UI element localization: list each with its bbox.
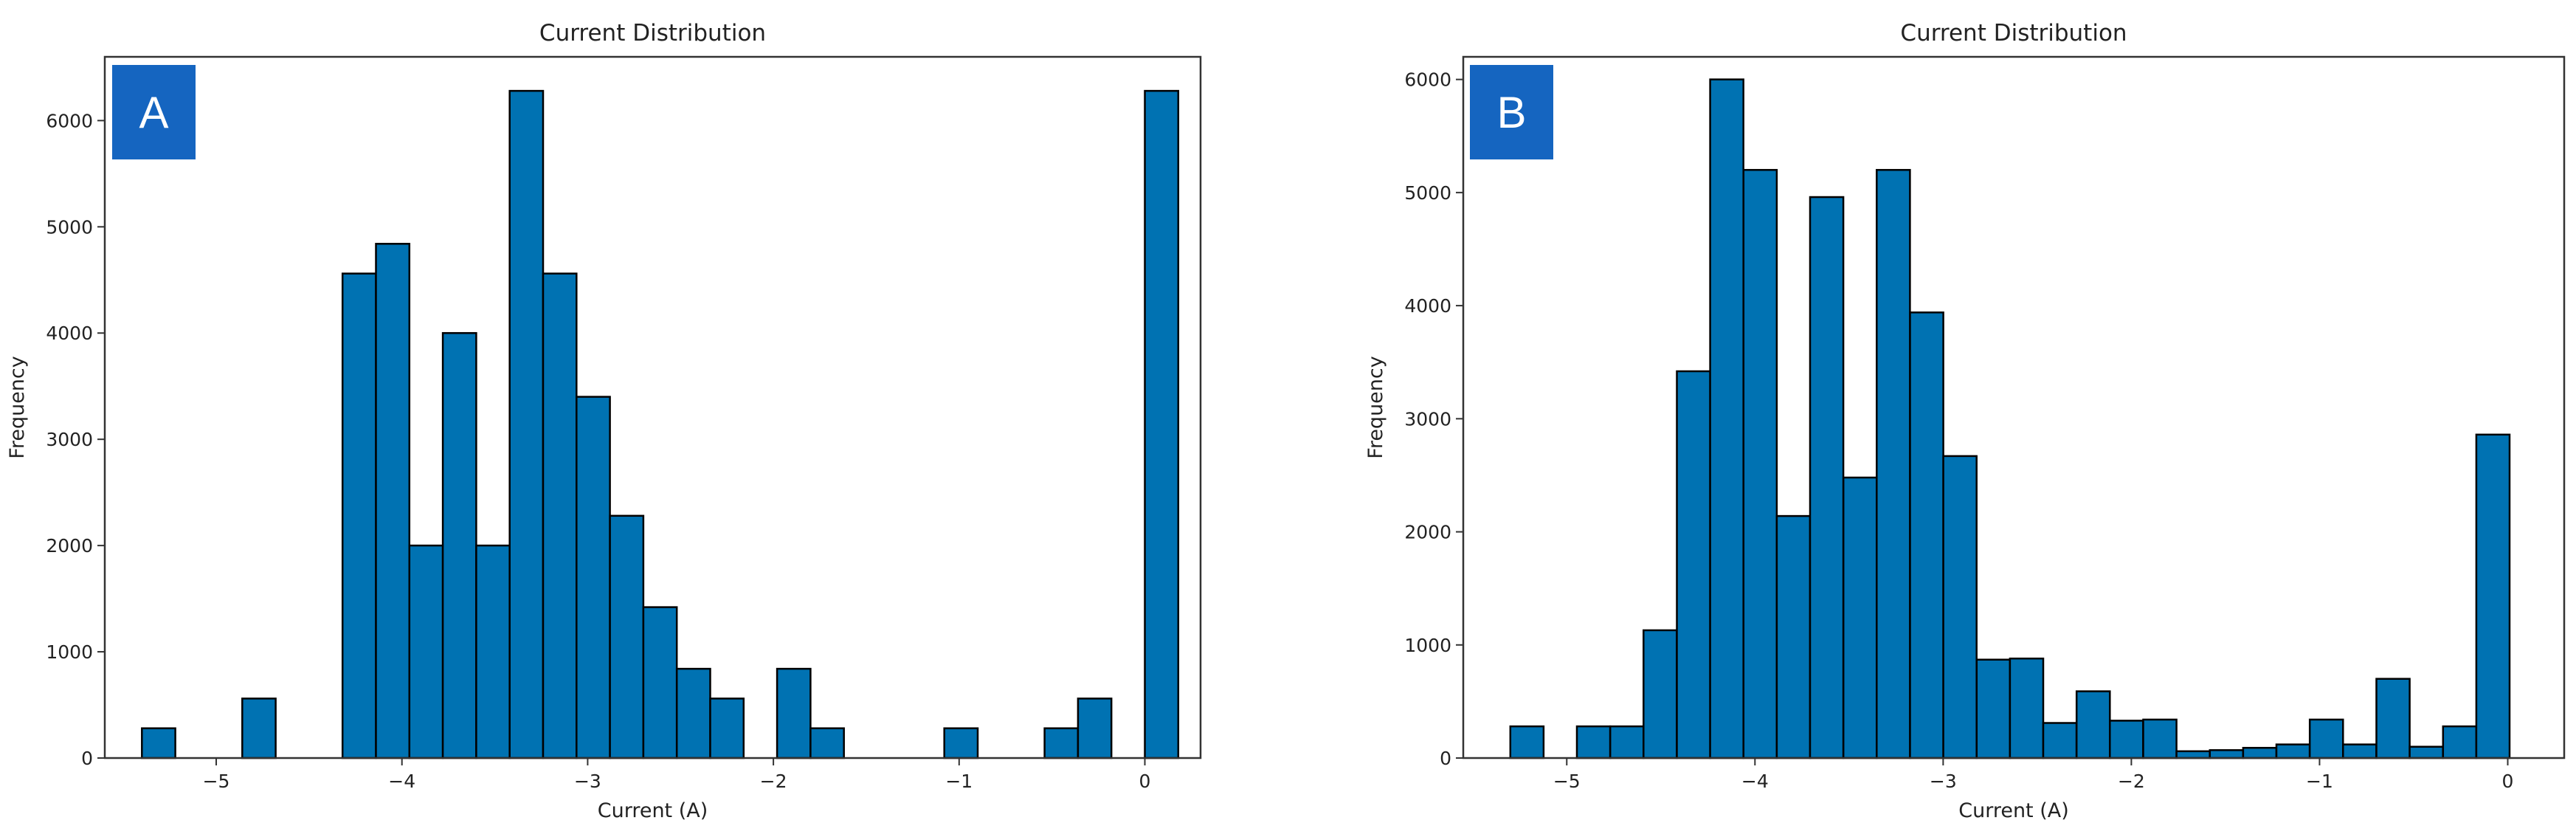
histogram-bar	[1842, 476, 1878, 760]
x-tick-label: −2	[760, 771, 787, 792]
histogram-bar	[141, 727, 176, 760]
y-tick-label: 3000	[46, 429, 93, 450]
y-tick-label: 6000	[1404, 69, 1451, 91]
x-tick-label: 0	[2502, 771, 2514, 792]
histogram-bar	[441, 331, 477, 760]
histogram-bar	[1909, 311, 1944, 760]
y-axis-label: Frequency	[1364, 356, 1387, 459]
histogram-bar	[1643, 629, 1678, 760]
x-tick-label: 0	[1139, 771, 1151, 792]
histogram-bar	[1742, 168, 1778, 760]
x-axis-label: Current (A)	[598, 799, 708, 822]
x-tick-label: −3	[1930, 771, 1957, 792]
histogram-bar	[642, 606, 678, 760]
panel-badge	[1470, 65, 1553, 159]
plot-frame	[1462, 55, 2566, 760]
y-axis-label: Frequency	[6, 356, 29, 459]
histogram-bar	[2175, 750, 2211, 760]
x-tick-label: −4	[1741, 771, 1769, 792]
histogram-bar	[1709, 78, 1744, 760]
histogram-bar	[2308, 718, 2344, 760]
histogram-bar	[2408, 745, 2444, 760]
histogram-bar	[1077, 698, 1113, 760]
y-tick-label: 0	[1440, 748, 1451, 769]
chart-title: Current Distribution	[1900, 20, 2127, 46]
x-tick-label: −2	[2118, 771, 2145, 792]
x-tick-label: −5	[1553, 771, 1581, 792]
y-tick-label: 3000	[1404, 408, 1451, 430]
x-axis-label: Current (A)	[1958, 799, 2069, 822]
histogram-bar	[809, 727, 845, 760]
histogram-bar	[2342, 743, 2378, 760]
y-tick-label: 2000	[1404, 522, 1451, 543]
histogram-bar	[2375, 678, 2411, 760]
y-tick-label: 6000	[46, 110, 93, 131]
histogram-bar	[241, 698, 277, 760]
x-tick-label: −3	[574, 771, 601, 792]
histogram-bar	[2242, 746, 2278, 760]
histogram-bar	[508, 89, 545, 760]
histogram-bar	[709, 698, 745, 760]
histogram-bar	[1876, 168, 1911, 760]
histogram-bar	[375, 243, 411, 760]
histogram-bar	[776, 667, 812, 760]
y-tick-label: 1000	[46, 641, 93, 663]
y-tick-label: 5000	[1404, 182, 1451, 204]
histogram-bar	[1676, 370, 1711, 760]
panel-label: B	[1496, 88, 1526, 137]
histogram-bar	[475, 544, 511, 760]
histogram-bar	[1975, 658, 2012, 760]
histogram-bar	[1609, 725, 1645, 760]
histogram-bar	[2475, 433, 2511, 760]
y-tick-label: 5000	[46, 216, 93, 238]
y-tick-label: 4000	[46, 323, 93, 344]
histogram-bar	[1144, 89, 1180, 760]
histogram-bar	[542, 272, 578, 760]
histogram-bar	[2109, 720, 2144, 760]
histogram-bar	[1575, 725, 1612, 760]
x-tick-label: −1	[2306, 771, 2333, 792]
x-tick-label: −1	[945, 771, 973, 792]
panel-badge	[112, 65, 196, 159]
histogram-bar	[943, 727, 979, 760]
histogram-bar	[609, 514, 645, 760]
plot-frame	[103, 55, 1202, 760]
histogram-bar	[1809, 196, 1845, 760]
histogram-bar	[1509, 725, 1545, 760]
chart-title: Current Distribution	[539, 20, 766, 46]
histogram-bar	[1942, 455, 1978, 760]
histogram-bar	[2042, 722, 2078, 760]
histogram-bar	[2442, 725, 2478, 760]
panel-label: A	[139, 88, 168, 137]
histogram-bar	[2275, 743, 2311, 760]
histogram-bar	[1043, 727, 1080, 760]
y-tick-label: 2000	[46, 535, 93, 557]
histogram-bar	[576, 396, 611, 760]
y-tick-label: 0	[81, 748, 93, 769]
histogram-bar	[1775, 514, 1812, 760]
histogram-bar	[2009, 657, 2045, 760]
x-tick-label: −4	[388, 771, 415, 792]
histogram-bar	[2209, 749, 2245, 760]
x-tick-label: −5	[203, 771, 230, 792]
histogram-bar	[2075, 690, 2111, 760]
histogram-bar	[2142, 718, 2178, 760]
histogram-bar	[675, 667, 711, 760]
y-tick-label: 4000	[1404, 295, 1451, 317]
histogram-bar	[408, 544, 444, 760]
histogram-bar	[341, 272, 377, 760]
y-tick-label: 1000	[1404, 635, 1451, 656]
